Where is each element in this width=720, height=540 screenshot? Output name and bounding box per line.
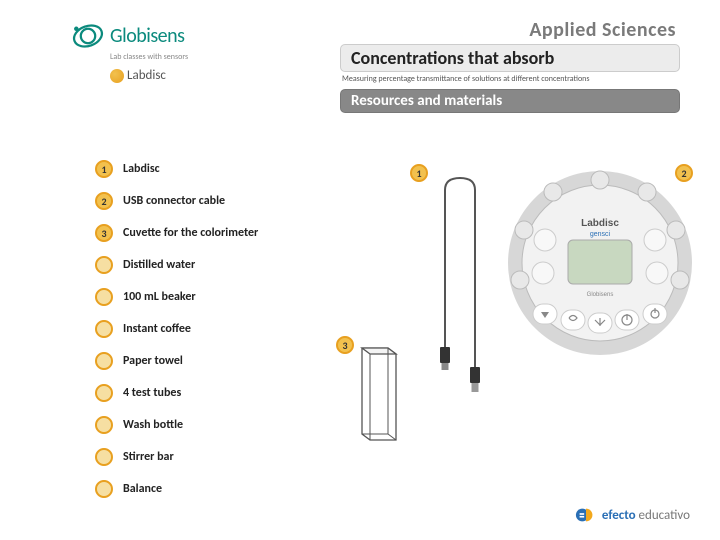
usb-cable-icon	[435, 172, 485, 402]
globe-swirl-icon	[70, 18, 106, 54]
item-label: Labdisc	[123, 162, 160, 176]
illus-badge-1: 1	[410, 164, 428, 182]
list-item: Wash bottle	[95, 416, 258, 434]
header-right: Applied Sciences Concentrations that abs…	[340, 18, 680, 113]
list-item: 4 test tubes	[95, 384, 258, 402]
footer-efecto: efecto	[602, 508, 639, 523]
efecto-educativo-icon	[575, 504, 597, 526]
item-label: Balance	[123, 482, 162, 496]
item-number	[95, 320, 113, 338]
item-number	[95, 384, 113, 402]
item-number: 1	[95, 160, 113, 178]
item-number: 3	[95, 224, 113, 242]
list-item: Distilled water	[95, 256, 258, 274]
svg-text:Labdisc: Labdisc	[581, 218, 619, 229]
labdisc-dot-icon	[110, 69, 124, 83]
item-number	[95, 288, 113, 306]
svg-text:Globisens: Globisens	[587, 292, 614, 298]
cuvette-icon	[358, 340, 400, 448]
applied-sciences-heading: Applied Sciences	[340, 18, 680, 42]
item-label: Wash bottle	[123, 418, 183, 432]
materials-list: 1 Labdisc 2 USB connector cable 3 Cuvette f…	[95, 160, 258, 512]
list-item: Balance	[95, 480, 258, 498]
item-label: 100 mL beaker	[123, 290, 196, 304]
item-number	[95, 416, 113, 434]
list-item: 3 Cuvette for the colorimeter	[95, 224, 258, 242]
globisens-tagline: Lab classes with sensors	[110, 52, 188, 62]
item-label: Paper towel	[123, 354, 183, 368]
labdisc-name: Labdisc	[127, 68, 166, 83]
illustration-area: 1 2 3 Labdisc gensci	[350, 160, 700, 480]
brand-block: Globisens Lab classes with sensors Labdi…	[70, 18, 188, 83]
svg-text:gensci: gensci	[590, 231, 611, 238]
labdisc-device-icon: Labdisc gensci Globisens	[505, 168, 695, 358]
list-item: 2 USB connector cable	[95, 192, 258, 210]
list-item: Stirrer bar	[95, 448, 258, 466]
item-label: 4 test tubes	[123, 386, 181, 400]
list-item: 100 mL beaker	[95, 288, 258, 306]
item-number: 2	[95, 192, 113, 210]
item-label: Distilled water	[123, 258, 195, 272]
list-item: Paper towel	[95, 352, 258, 370]
item-number	[95, 256, 113, 274]
item-label: Instant coffee	[123, 322, 191, 336]
globisens-logo: Globisens	[70, 18, 188, 54]
footer-text: efecto educativo	[602, 508, 690, 523]
list-item: Instant coffee	[95, 320, 258, 338]
item-label: Cuvette for the colorimeter	[123, 226, 258, 240]
item-label: Stirrer bar	[123, 450, 174, 464]
item-label: USB connector cable	[123, 194, 225, 208]
section-banner: Resources and materials	[340, 89, 680, 113]
labdisc-logo: Labdisc	[110, 68, 188, 83]
subtitle-text: Measuring percentage transmittance of so…	[340, 74, 680, 89]
footer-educativo: educativo	[639, 508, 690, 523]
item-number	[95, 352, 113, 370]
item-number	[95, 480, 113, 498]
illus-badge-3: 3	[336, 336, 354, 354]
globisens-name: Globisens	[110, 24, 184, 48]
title-banner: Concentrations that absorb	[340, 44, 680, 72]
list-item: 1 Labdisc	[95, 160, 258, 178]
footer-logo: efecto educativo	[575, 504, 690, 526]
item-number	[95, 448, 113, 466]
